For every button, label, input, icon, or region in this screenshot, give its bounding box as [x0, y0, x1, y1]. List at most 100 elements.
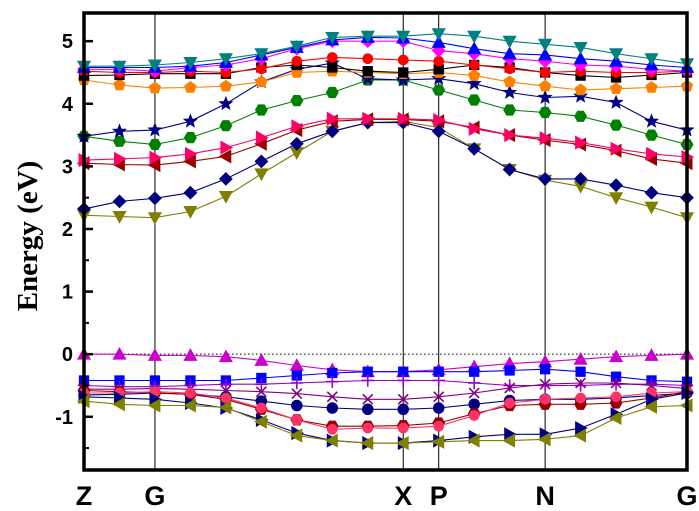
band-0-point-1	[112, 211, 127, 224]
band-11-point-13	[538, 38, 553, 52]
band-18-point-11	[468, 410, 480, 421]
band-15-point-11	[468, 387, 480, 399]
band-8-point-7	[326, 52, 338, 63]
band-20-point-4	[218, 400, 232, 415]
y-tick-label-5: 4	[62, 94, 74, 116]
band-18-point-4	[220, 392, 232, 404]
band-10-point-13	[538, 47, 553, 61]
band-3-point-3	[185, 146, 198, 161]
band-15-point-14	[575, 377, 587, 389]
y-tick-label-0: -1	[55, 407, 73, 429]
band-11-point-4	[218, 53, 233, 66]
band-19-point-14	[575, 421, 588, 436]
band-3-point-10	[433, 113, 446, 128]
band-1-point-2	[147, 191, 162, 206]
band-16-point-6	[291, 399, 303, 412]
band-1-line	[83, 122, 688, 210]
band-1-point-7	[325, 124, 340, 139]
band-15-point-15	[610, 377, 622, 389]
band-2-point-3	[183, 154, 196, 169]
band-11-point-12	[502, 35, 517, 49]
band-5-point-1	[111, 123, 128, 138]
band-13-line	[84, 368, 688, 383]
band-12-line	[84, 353, 688, 373]
band-15-point-5	[255, 386, 267, 398]
band-15-line	[84, 382, 688, 400]
band-3-point-9	[397, 111, 411, 126]
band-15-point-12	[504, 382, 516, 394]
band-6-point-11	[468, 69, 481, 81]
band-1-point-12	[502, 162, 517, 177]
band-12-point-5	[254, 353, 269, 366]
band-18	[78, 386, 693, 435]
band-5-point-13	[537, 89, 553, 104]
band-20-point-1	[112, 397, 125, 412]
band-12-point-3	[183, 348, 198, 361]
y-axis-title: Energy (eV)	[12, 161, 44, 312]
band-11-point-10	[431, 28, 446, 41]
band-17-line	[83, 389, 688, 427]
band-14-point-13	[538, 379, 552, 392]
band-4-point-3	[183, 132, 197, 144]
band-11-point-5	[254, 48, 269, 61]
band-0	[76, 115, 695, 225]
band-14-point-14	[574, 379, 587, 392]
band-0-point-2	[147, 212, 162, 225]
band-4-point-6	[290, 95, 304, 107]
band-3-point-2	[149, 150, 163, 165]
band-14-point-10	[432, 374, 445, 387]
band-2-point-4	[218, 149, 232, 164]
band-16-point-8	[361, 403, 374, 416]
band-7-point-7	[327, 62, 338, 73]
band-12-point-14	[573, 351, 588, 365]
band-12-point-2	[147, 348, 162, 361]
band-10-point-11	[467, 41, 482, 55]
band-4-point-13	[538, 106, 552, 119]
band-20-point-13	[537, 432, 551, 447]
band-0-point-16	[644, 201, 659, 215]
band-0-point-5	[254, 168, 269, 182]
band-3-point-8	[362, 111, 376, 126]
band-15-point-7	[326, 391, 338, 403]
band-18-point-5	[256, 402, 267, 414]
band-1-point-16	[644, 185, 659, 200]
band-20-point-15	[608, 410, 622, 426]
band-20-point-16	[644, 399, 657, 414]
band-13-point-14	[575, 366, 586, 377]
band-4-point-2	[148, 138, 162, 151]
band-1-point-5	[254, 154, 269, 169]
plot-frame	[82, 11, 689, 472]
band-11-point-8	[360, 30, 375, 44]
band-1-point-11	[467, 141, 482, 156]
band-3-point-16	[646, 146, 659, 161]
band-20-point-2	[147, 398, 161, 413]
band-6-point-13	[538, 79, 552, 92]
band-3-point-6	[291, 119, 305, 134]
band-20-point-10	[431, 434, 445, 449]
band-1	[77, 115, 694, 216]
band-2-line	[83, 118, 688, 166]
band-14-point-15	[609, 378, 623, 391]
band-1-point-10	[431, 124, 446, 139]
band-14-point-5	[255, 378, 268, 391]
band-6-point-14	[574, 83, 587, 96]
band-8-point-11	[468, 59, 480, 71]
band-4-point-7	[325, 86, 339, 99]
band-11	[76, 28, 695, 74]
band-5-point-16	[643, 113, 659, 128]
band-6-line	[83, 70, 688, 91]
band-20-point-6	[289, 428, 303, 443]
band-14-point-11	[467, 376, 481, 390]
band-15-point-9	[397, 393, 409, 405]
k-point-label-2: X	[394, 481, 412, 511]
band-5-point-8	[360, 70, 376, 86]
band-3-point-12	[504, 128, 517, 143]
band-8-point-8	[362, 53, 374, 65]
band-11-point-1	[112, 60, 127, 74]
band-15	[78, 377, 693, 405]
band-1-point-13	[538, 171, 553, 186]
series-layer	[76, 28, 695, 451]
band-6-point-12	[503, 75, 516, 88]
band-10-point-12	[502, 46, 517, 60]
band-6-point-16	[645, 80, 658, 93]
